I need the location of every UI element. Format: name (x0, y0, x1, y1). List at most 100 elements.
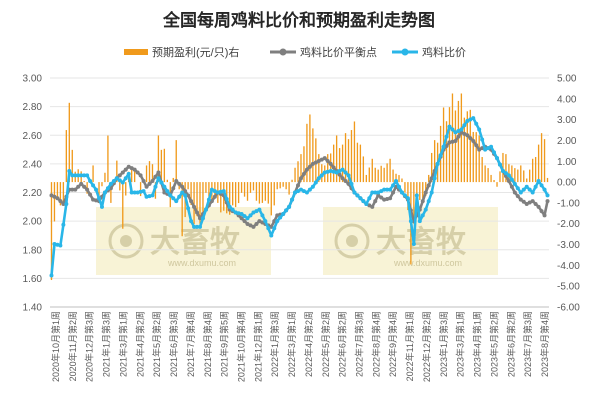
right-tick-label: -1.00 (557, 198, 580, 209)
profit-bar (463, 117, 466, 183)
profit-bar (261, 182, 264, 203)
profit-bar (490, 174, 492, 183)
breakeven-point (304, 167, 309, 172)
profit-bar (383, 167, 385, 183)
ratio-point (319, 173, 324, 178)
x-tick-label: 2023年3月第1周 (455, 311, 466, 377)
profit-bar (347, 139, 350, 183)
profit-bar (377, 169, 379, 183)
x-tick-label: 2023年7月第3周 (522, 311, 533, 377)
left-tick-label: 2.60 (23, 131, 43, 142)
ratio-point (272, 226, 277, 231)
ratio-point (174, 199, 179, 204)
ratio-point (307, 187, 312, 192)
ratio-point (70, 173, 75, 178)
breakeven-point (132, 167, 137, 172)
profit-bar (484, 165, 486, 183)
ratio-point (518, 190, 523, 195)
breakeven-point (328, 161, 333, 166)
ratio-point (310, 184, 315, 189)
breakeven-point (197, 216, 202, 221)
ratio-point (509, 177, 514, 182)
legend-label-breakeven: 鸡料比价平衡点 (300, 45, 377, 59)
ratio-point (316, 176, 321, 181)
profit-bar (481, 157, 483, 183)
x-tick-label: 2021年7月第4周 (185, 311, 196, 377)
x-axis: 2020年10月第1周 2020年11月第2周 2020年12月第3周 2021年1月… (50, 311, 550, 382)
ratio-point (497, 162, 502, 167)
breakeven-point (88, 192, 93, 197)
profit-bar (389, 158, 391, 183)
right-tick-label: 5.00 (557, 74, 577, 85)
profit-bar (258, 182, 261, 204)
profit-bar (493, 180, 495, 183)
x-tick-label: 2021年6月第3周 (168, 311, 179, 377)
ratio-point (82, 173, 87, 178)
profit-bar (318, 154, 320, 183)
breakeven-point (192, 204, 197, 209)
breakeven-point (325, 159, 330, 164)
breakeven-point (453, 138, 458, 143)
profit-bar (546, 177, 549, 183)
breakeven-point (310, 161, 315, 166)
profit-bar (350, 130, 353, 183)
ratio-point (79, 173, 84, 178)
profit-bar (386, 163, 388, 183)
watermark-url: www.dxumu.com (393, 258, 462, 268)
ratio-point (444, 134, 449, 139)
profit-bar (151, 164, 154, 183)
profit-bar (205, 182, 207, 193)
ratio-point (94, 187, 99, 192)
x-tick-label: 2021年5月第2周 (151, 311, 162, 377)
ratio-point (197, 224, 202, 229)
breakeven-point (307, 164, 312, 169)
profit-bar (487, 168, 489, 183)
x-tick-label: 2023年6月第2周 (505, 311, 516, 377)
profit-bar (543, 139, 546, 183)
breakeven-point (156, 170, 161, 175)
ratio-point (171, 196, 176, 201)
ratio-point (269, 233, 274, 238)
breakeven-point (150, 179, 155, 184)
breakeven-point (73, 187, 78, 192)
breakeven-point (515, 194, 520, 199)
ratio-point (290, 197, 295, 202)
ratio-point (129, 190, 134, 195)
ratio-point (536, 179, 541, 184)
profit-bar (199, 182, 201, 224)
left-axis: 1.40 1.60 1.80 2.00 2.20 2.40 2.60 2.80 3.00 (23, 74, 43, 314)
breakeven-point (331, 165, 336, 170)
legend-label-ratio: 鸡料比价 (422, 45, 466, 59)
breakeven-point (527, 200, 532, 205)
ratio-point (105, 186, 110, 191)
profit-bar (92, 165, 94, 183)
left-tick-label: 2.00 (23, 217, 43, 228)
x-tick-label: 2021年9月第5周 (219, 311, 230, 377)
profit-bar (148, 161, 151, 183)
ratio-point (533, 184, 538, 189)
ratio-point (301, 189, 306, 194)
x-tick-label: 2021年8月第4周 (202, 311, 213, 377)
profit-bar (294, 167, 296, 183)
ratio-point (405, 196, 410, 201)
breakeven-point (340, 176, 345, 181)
ratio-point (275, 219, 280, 224)
watermark-brand: 大畜牧 (376, 225, 467, 259)
profit-bar (529, 169, 531, 183)
ratio-point (399, 190, 404, 195)
ratio-point (88, 179, 93, 184)
breakeven-point (462, 131, 467, 136)
breakeven-point (539, 209, 544, 214)
profit-bar (306, 123, 308, 183)
profit-bar (303, 146, 305, 183)
breakeven-point (367, 203, 372, 208)
ratio-point (414, 193, 419, 198)
ratio-series (49, 116, 550, 278)
breakeven-point (509, 184, 514, 189)
ratio-point (281, 211, 286, 216)
x-tick-label: 2022年5月第2周 (320, 311, 331, 377)
profit-bar (279, 182, 281, 189)
ratio-point (186, 206, 191, 211)
breakeven-point (524, 201, 529, 206)
